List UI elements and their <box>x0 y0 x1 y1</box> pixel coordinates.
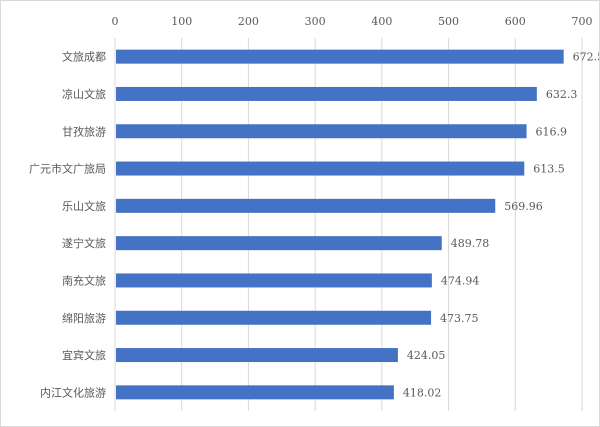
x-tick-label: 200 <box>238 15 259 28</box>
data-label: 489.78 <box>451 237 490 250</box>
x-tick-label: 300 <box>305 15 326 28</box>
data-label: 418.02 <box>403 386 442 399</box>
data-label: 569.96 <box>504 200 543 213</box>
data-label: 613.5 <box>533 163 565 176</box>
bar <box>116 198 496 213</box>
category-label: 内江文化旅游 <box>40 385 106 399</box>
category-label: 绵阳旅游 <box>62 311 106 325</box>
x-tick-label: 700 <box>572 15 593 28</box>
x-tick-label: 100 <box>171 15 192 28</box>
bar <box>116 236 442 251</box>
category-label: 广元市文广旅局 <box>29 162 106 176</box>
bar <box>116 348 398 363</box>
x-tick-label: 600 <box>505 15 526 28</box>
data-label: 473.75 <box>440 312 479 325</box>
bar <box>116 49 564 64</box>
x-tick-label: 0 <box>112 15 119 28</box>
category-label: 宜宾文旅 <box>62 348 106 362</box>
bar <box>116 385 394 400</box>
category-label: 南充文旅 <box>62 273 106 287</box>
data-label: 424.05 <box>407 349 446 362</box>
data-label: 672.51 <box>573 51 599 64</box>
category-label: 遂宁文旅 <box>62 236 106 250</box>
bar <box>116 86 537 101</box>
bar <box>116 161 525 176</box>
data-label: 632.3 <box>546 88 578 101</box>
category-label: 乐山文旅 <box>62 199 106 213</box>
bar <box>116 310 432 325</box>
x-tick-label: 500 <box>438 15 459 28</box>
category-label: 凉山文旅 <box>62 87 106 101</box>
category-label: 文旅成都 <box>62 50 106 64</box>
data-label: 474.94 <box>441 274 480 287</box>
bar <box>116 124 527 139</box>
bar <box>116 273 432 288</box>
category-label: 甘孜旅游 <box>62 124 106 138</box>
data-label: 616.9 <box>536 125 568 138</box>
x-tick-label: 400 <box>371 15 392 28</box>
